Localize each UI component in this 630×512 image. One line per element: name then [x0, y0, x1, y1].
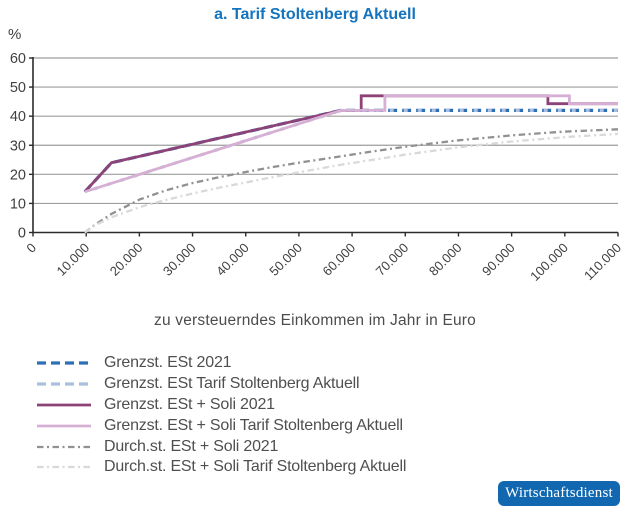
y-tick-label: 50 [10, 80, 26, 96]
legend-item: Durch.st. ESt + Soli Tarif Stoltenberg A… [36, 457, 406, 478]
legend-item: Grenzst. ESt Tarif Stoltenberg Aktuell [36, 374, 406, 395]
legend-swatch-dashed-offset [37, 382, 91, 386]
legend-label: Grenzst. ESt 2021 [104, 354, 232, 372]
legend-item: Grenzst. ESt + Soli Tarif Stoltenberg Ak… [36, 415, 406, 436]
x-tick-label: 80.000 [426, 240, 465, 279]
legend-swatch-solid [37, 403, 91, 407]
legend-label: Grenzst. ESt + Soli Tarif Stoltenberg Ak… [104, 416, 403, 434]
series-line-3 [84, 94, 618, 194]
legend-label: Grenzst. ESt Tarif Stoltenberg Aktuell [104, 375, 360, 393]
x-tick-label: 10.000 [54, 240, 93, 279]
series-line-2 [83, 94, 618, 193]
series-line-5 [84, 132, 619, 234]
x-tick-label: 50.000 [266, 240, 305, 279]
y-tick-label: 40 [10, 109, 26, 125]
legend-swatch-dashdot [37, 445, 91, 448]
chart-title: a. Tarif Stoltenberg Aktuell [214, 6, 416, 23]
legend-swatch-solid [37, 424, 91, 428]
x-tick-label: 110.000 [581, 240, 624, 283]
x-tick-label: 100.000 [527, 240, 571, 284]
x-tick-label: 70.000 [373, 240, 412, 279]
x-tick-label: 20.000 [107, 240, 146, 279]
x-tick-label: 60.000 [319, 240, 358, 279]
x-tick-label: 30.000 [160, 240, 199, 279]
badge-label: Wirtschaftsdienst [505, 485, 613, 501]
wirtschaftsdienst-badge: Wirtschaftsdienst [498, 481, 620, 506]
legend-item: Grenzst. ESt + Soli 2021 [36, 395, 406, 416]
y-tick-label: 10 [10, 196, 26, 212]
legend-swatch-dashed [37, 361, 91, 365]
x-tick-label: 40.000 [213, 240, 252, 279]
legend-label: Grenzst. ESt + Soli 2021 [104, 395, 275, 413]
y-tick-label: 0 [18, 226, 26, 242]
x-tick-label: 90.000 [479, 240, 518, 279]
legend-item: Grenzst. ESt 2021 [36, 353, 406, 374]
legend: Grenzst. ESt 2021 Grenzst. ESt Tarif Stol… [36, 353, 406, 478]
legend-item: Durch.st. ESt + Soli 2021 [36, 436, 406, 457]
y-tick-label: 30 [10, 138, 26, 154]
x-tick-label: 0 [23, 240, 39, 256]
legend-label: Durch.st. ESt + Soli Tarif Stoltenberg A… [104, 458, 407, 476]
legend-label: Durch.st. ESt + Soli 2021 [104, 437, 279, 455]
x-axis-title: zu versteuerndes Einkommen im Jahr in Eu… [154, 312, 476, 329]
y-axis-unit-label: % [8, 26, 22, 43]
y-tick-label: 20 [10, 167, 26, 183]
legend-swatch-dashdot [37, 466, 91, 469]
line-chart: 0 10 20 30 40 50 60 0 10.000 20.000 30.000 40.000 50… [10, 51, 624, 284]
y-tick-label: 60 [10, 51, 26, 67]
